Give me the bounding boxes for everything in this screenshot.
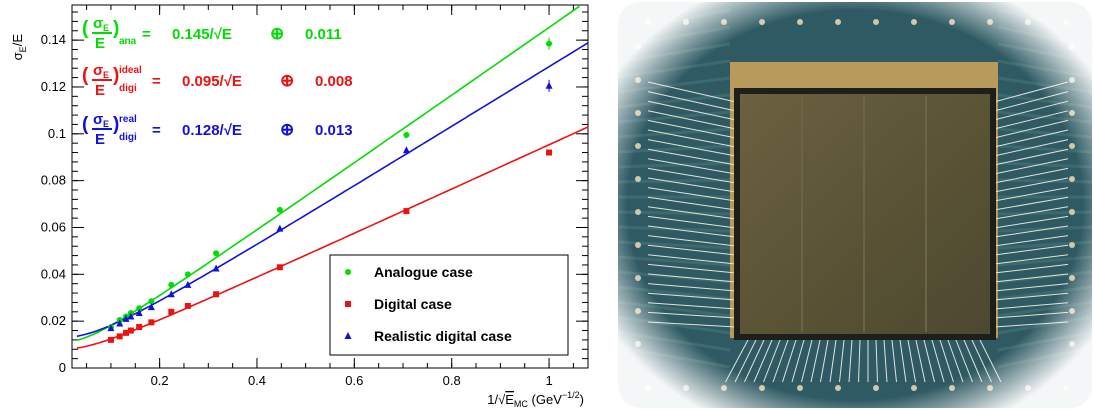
eq-oplus: ⊕ (280, 120, 294, 139)
eq-sigma-sub: E (103, 119, 109, 129)
data-point (213, 291, 220, 298)
eq-oplus: ⊕ (280, 71, 294, 90)
eq-equals: = (142, 26, 151, 43)
eq-constant-term: 0.011 (305, 26, 342, 43)
x-tick-label: 0.8 (443, 373, 461, 388)
legend-label: Digital case (374, 296, 452, 312)
eq-subscript: ana (119, 36, 137, 47)
eq-paren-open: ( (82, 65, 89, 86)
fit-curve (76, 42, 589, 338)
data-point (168, 308, 175, 315)
data-point (167, 290, 175, 298)
data-point (184, 302, 191, 309)
data-point (276, 224, 284, 232)
data-point (116, 319, 124, 327)
eq-oplus: ⊕ (270, 24, 284, 43)
data-point (127, 312, 135, 320)
data-point (116, 333, 123, 340)
eq-stochastic-term: 0.128/√E (182, 122, 242, 139)
x-tick-label: 0.4 (248, 373, 266, 388)
data-point (148, 319, 155, 326)
data-point (546, 149, 553, 156)
eq-paren-open: ( (82, 18, 89, 39)
eq-denominator: E (95, 82, 105, 99)
eq-denominator: E (95, 35, 105, 52)
x-tick-label: 1 (545, 373, 552, 388)
y-tick-label: 0.06 (41, 219, 66, 234)
eq-sigma-sub: E (103, 70, 109, 80)
eq-constant-term: 0.008 (315, 73, 353, 90)
eq-paren-close: ) (113, 65, 119, 86)
eq-denominator: E (95, 131, 105, 148)
data-point (213, 250, 220, 257)
y-axis-label: σE/E (10, 34, 28, 61)
data-points (107, 37, 553, 343)
x-axis-label: 1/√EMC (GeV−1/2) (487, 390, 584, 409)
legend-label: Analogue case (374, 264, 473, 280)
y-tick-label: 0.14 (41, 32, 66, 47)
legend-marker (345, 301, 351, 307)
data-point (403, 131, 410, 138)
fit-curve (76, 126, 589, 349)
eq-sigma: σ (93, 15, 103, 32)
data-point (276, 264, 283, 271)
eq-paren-close: ) (113, 18, 119, 39)
legend-box (329, 254, 569, 356)
sensor-chip-photo (618, 2, 1092, 408)
data-point (184, 280, 192, 288)
data-point (212, 264, 220, 272)
eq-superscript: ideal (119, 65, 142, 76)
eq-sigma: σ (93, 111, 103, 128)
eq-sigma: σ (93, 62, 103, 79)
fit-equation: (σ EE) ideal digi = 0.095/√E ⊕ 0.008 (82, 62, 353, 99)
eq-paren-close: ) (113, 114, 119, 135)
y-tick-label: 0.02 (41, 313, 66, 328)
resolution-chart: σE/E 0.2 0.4 0.6 0.8 1 0.02 0.04 0.06 0.08 0.1 0.1… (10, 4, 589, 409)
x-tick-label: 0.2 (151, 373, 169, 388)
data-point (136, 305, 143, 312)
legend-marker (344, 332, 352, 339)
eq-equals: = (152, 122, 161, 139)
data-point (402, 146, 410, 154)
eq-subscript: digi (119, 83, 137, 94)
data-point (135, 308, 143, 316)
data-point (107, 336, 114, 343)
legend-marker (345, 269, 351, 275)
legend: Analogue case Digital case Realistic digit… (329, 254, 569, 356)
data-point (148, 298, 155, 305)
data-point (184, 271, 191, 278)
eq-equals: = (152, 73, 161, 90)
eq-paren-open: ( (82, 114, 89, 135)
y-tick-label: 0.04 (41, 266, 66, 281)
y-tick-label: 0.08 (41, 173, 66, 188)
data-point (122, 314, 130, 322)
eq-constant-term: 0.013 (315, 122, 353, 139)
data-point (107, 324, 115, 332)
data-point (403, 208, 410, 215)
legend-label: Realistic digital case (374, 328, 512, 344)
eq-superscript: real (119, 114, 137, 125)
fit-equation: (σ EE)ana = 0.145/√E ⊕ 0.011 (82, 15, 342, 52)
data-point (276, 206, 283, 213)
axes: 0.2 0.4 0.6 0.8 1 0.02 0.04 0.06 0.08 0.1 0.12 0.14… (41, 4, 589, 388)
data-point (123, 329, 130, 336)
data-point (127, 327, 134, 334)
data-point (147, 303, 155, 311)
eq-stochastic-term: 0.095/√E (182, 73, 242, 90)
fit-curves (76, 5, 589, 349)
y-tick-label: 0.12 (41, 79, 66, 94)
eq-subscript: digi (119, 132, 137, 143)
y-tick-label: 0.1 (48, 126, 66, 141)
fit-equation: (σ EE) real digi = 0.128/√E ⊕ 0.013 (82, 111, 353, 148)
y-tick-label-zero: 0 (59, 360, 66, 375)
data-point (168, 281, 175, 288)
eq-stochastic-term: 0.145/√E (172, 26, 232, 43)
data-point (136, 324, 143, 331)
eq-sigma-sub: E (103, 23, 109, 33)
fit-curve (76, 5, 580, 342)
x-tick-label: 0.6 (345, 373, 363, 388)
